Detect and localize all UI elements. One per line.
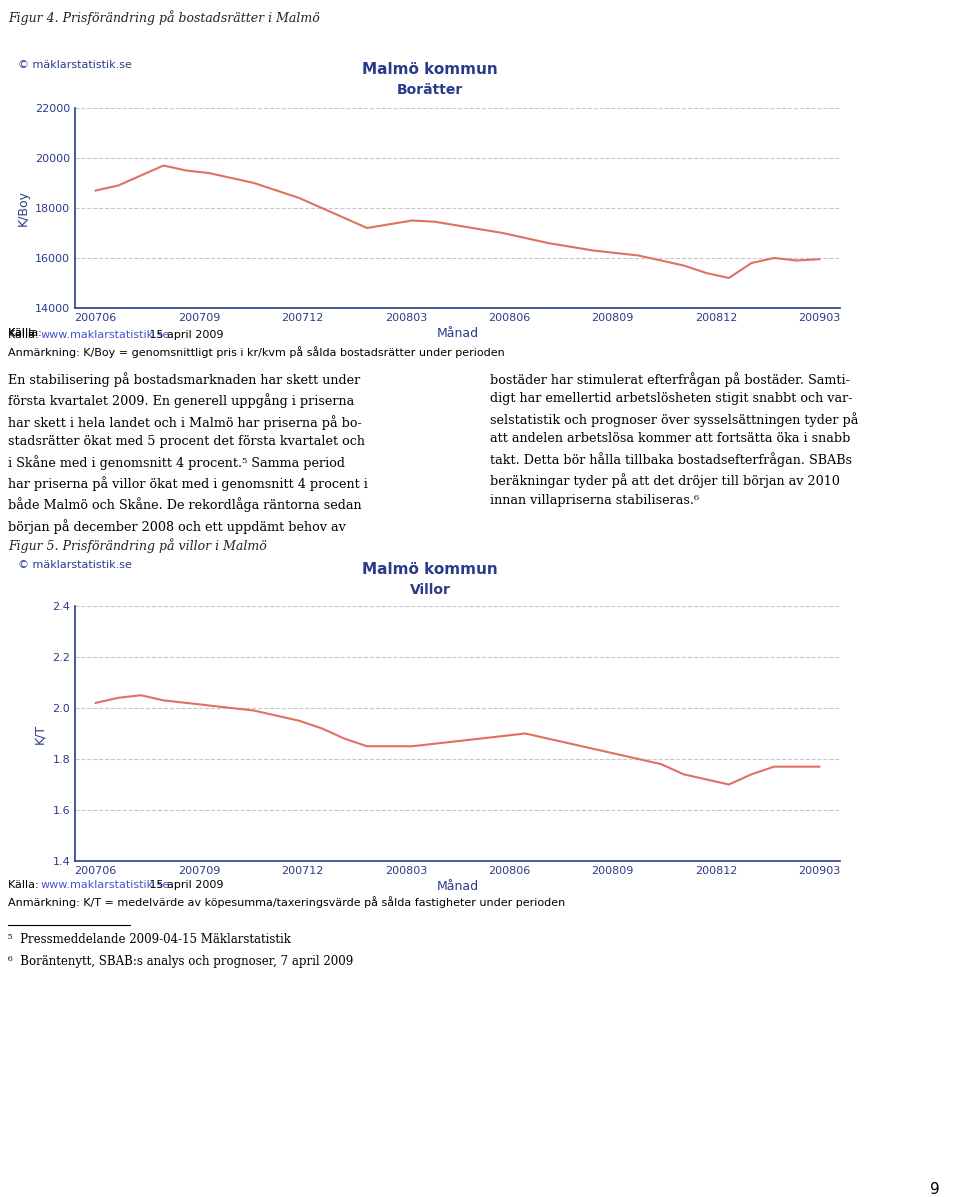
- Text: Villor: Villor: [410, 583, 450, 597]
- Y-axis label: K/Boy: K/Boy: [16, 190, 30, 226]
- Text: 9: 9: [930, 1181, 940, 1197]
- Text: www.maklarstatistik.se: www.maklarstatistik.se: [41, 880, 170, 891]
- X-axis label: Månad: Månad: [437, 880, 479, 893]
- Text: Källa:: Källa:: [8, 880, 42, 891]
- Text: 15 april 2009: 15 april 2009: [146, 880, 224, 891]
- Text: © mäklarstatistik.se: © mäklarstatistik.se: [18, 560, 132, 570]
- Text: Källa:: Källa:: [8, 328, 42, 338]
- Text: www.maklarstatistik.se: www.maklarstatistik.se: [41, 330, 170, 340]
- Text: Källla:: Källla:: [8, 328, 45, 338]
- Y-axis label: K/T: K/T: [34, 723, 47, 743]
- Text: © mäklarstatistik.se: © mäklarstatistik.se: [18, 60, 132, 69]
- Text: Malmö kommun: Malmö kommun: [362, 563, 498, 577]
- Text: Källa:: Källa:: [8, 330, 42, 340]
- Text: En stabilisering på bostadsmarknaden har skett under
första kvartalet 2009. En g: En stabilisering på bostadsmarknaden har…: [8, 372, 368, 534]
- Text: Malmö kommun: Malmö kommun: [362, 62, 498, 77]
- Text: bostäder har stimulerat efterfrågan på bostäder. Samti-
digt har emellertid arbe: bostäder har stimulerat efterfrågan på b…: [490, 372, 858, 506]
- Text: Figur 5. Prisförändring på villor i Malmö: Figur 5. Prisförändring på villor i Malm…: [8, 537, 267, 553]
- Text: ⁶  Boräntenytt, SBAB:s analys och prognoser, 7 april 2009: ⁶ Boräntenytt, SBAB:s analys och prognos…: [8, 955, 353, 968]
- Text: Anmärkning: K/T = medelvärde av köpesumma/taxeringsvärde på sålda fastigheter un: Anmärkning: K/T = medelvärde av köpesumm…: [8, 897, 565, 907]
- Text: 15 april 2009: 15 april 2009: [146, 330, 224, 340]
- Text: Borätter: Borätter: [396, 83, 463, 97]
- Text: ⁵  Pressmeddelande 2009-04-15 Mäklarstatistik: ⁵ Pressmeddelande 2009-04-15 Mäklarstati…: [8, 932, 291, 946]
- Text: Figur 4. Prisförändring på bostadsrätter i Malmö: Figur 4. Prisförändring på bostadsrätter…: [8, 10, 320, 25]
- X-axis label: Månad: Månad: [437, 327, 479, 340]
- Text: Anmärkning: K/Boy = genomsnittligt pris i kr/kvm på sålda bostadsrätter under pe: Anmärkning: K/Boy = genomsnittligt pris …: [8, 346, 505, 358]
